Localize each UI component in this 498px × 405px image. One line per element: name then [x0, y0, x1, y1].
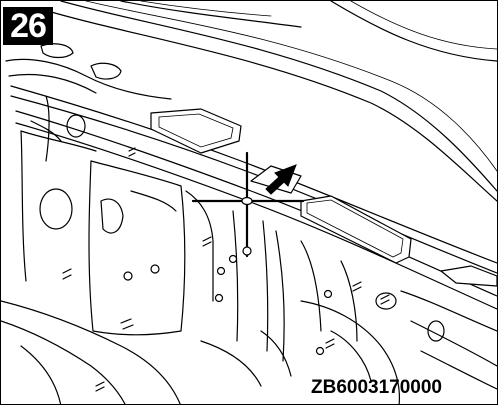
figure-code-label: ZB6003170000 — [311, 377, 442, 398]
crosshair-icon — [191, 151, 305, 258]
step-number-badge: 26 — [3, 7, 53, 45]
arrow-icon — [265, 164, 297, 195]
